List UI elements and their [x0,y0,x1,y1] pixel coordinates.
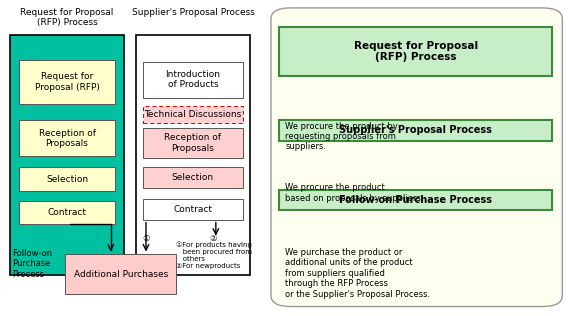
Text: Supplier's Proposal Process: Supplier's Proposal Process [132,8,254,17]
FancyBboxPatch shape [271,8,562,307]
FancyBboxPatch shape [19,201,115,224]
FancyBboxPatch shape [143,128,243,158]
FancyBboxPatch shape [143,167,243,188]
FancyBboxPatch shape [136,35,250,275]
Text: Request for Proposal
(RFP) Process: Request for Proposal (RFP) Process [354,40,478,62]
Text: Introduction
of Products: Introduction of Products [165,70,220,89]
FancyBboxPatch shape [143,106,243,123]
Text: Follow-on
Purchase
Process: Follow-on Purchase Process [12,249,53,279]
Text: Request for
Proposal (RFP): Request for Proposal (RFP) [35,72,99,92]
Text: We procure the product by
requesting proposals from
suppliers.: We procure the product by requesting pro… [285,122,398,151]
FancyBboxPatch shape [143,199,243,220]
FancyBboxPatch shape [19,60,115,104]
Text: Contract: Contract [173,205,212,214]
Text: Follow-on Purchase Process: Follow-on Purchase Process [339,195,492,205]
Text: We procure the product
based on proposals by suppliers.: We procure the product based on proposal… [285,183,424,203]
Text: Selection: Selection [46,175,88,184]
Text: Reception of
Proposals: Reception of Proposals [164,133,222,153]
FancyBboxPatch shape [10,35,124,275]
Text: Contract: Contract [48,208,86,217]
Text: Request for Proposal
(RFP) Process: Request for Proposal (RFP) Process [20,8,114,27]
FancyBboxPatch shape [65,254,176,294]
Text: Selection: Selection [172,173,214,182]
Text: Reception of
Proposals: Reception of Proposals [39,129,95,148]
Text: Additional Purchases: Additional Purchases [74,270,168,279]
Text: ①For products having
   been procured from
   others
②For newproducts: ①For products having been procured from … [176,242,252,269]
FancyBboxPatch shape [279,120,552,141]
Text: Supplier's Proposal Process: Supplier's Proposal Process [339,125,492,135]
FancyBboxPatch shape [279,190,552,210]
Text: ①: ① [142,234,150,243]
FancyBboxPatch shape [19,167,115,191]
FancyBboxPatch shape [143,62,243,98]
FancyBboxPatch shape [279,27,552,76]
FancyBboxPatch shape [19,120,115,156]
Text: We purchase the product or
additional units of the product
from suppliers qualif: We purchase the product or additional un… [285,248,431,299]
Text: Technical Discussions: Technical Discussions [144,110,241,119]
Text: ②: ② [209,234,217,243]
